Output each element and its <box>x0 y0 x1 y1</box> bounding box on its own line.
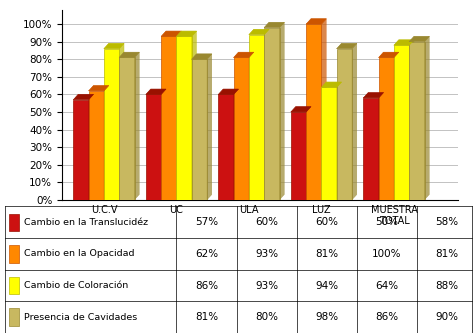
Text: Presencia de Cavidades: Presencia de Cavidades <box>24 313 137 322</box>
Text: 62%: 62% <box>195 249 218 259</box>
Polygon shape <box>408 36 428 42</box>
Text: 98%: 98% <box>315 312 337 322</box>
Text: 60%: 60% <box>315 217 337 227</box>
Bar <box>363 98 378 200</box>
Polygon shape <box>363 93 383 98</box>
Polygon shape <box>306 107 310 200</box>
Polygon shape <box>104 43 124 49</box>
Bar <box>393 45 408 200</box>
Polygon shape <box>89 86 109 91</box>
Polygon shape <box>73 94 93 100</box>
FancyBboxPatch shape <box>9 213 19 231</box>
Polygon shape <box>408 40 413 200</box>
Polygon shape <box>161 89 166 200</box>
Polygon shape <box>321 19 326 200</box>
Bar <box>176 36 191 200</box>
Polygon shape <box>248 52 253 200</box>
Bar <box>290 112 306 200</box>
Polygon shape <box>306 19 326 24</box>
Polygon shape <box>176 31 181 200</box>
Polygon shape <box>207 54 211 200</box>
Text: 90%: 90% <box>435 312 457 322</box>
Bar <box>306 24 321 200</box>
Bar <box>73 100 89 200</box>
Polygon shape <box>191 31 196 200</box>
Polygon shape <box>336 82 341 200</box>
Polygon shape <box>104 86 109 200</box>
Polygon shape <box>89 94 93 200</box>
Text: 57%: 57% <box>195 217 218 227</box>
FancyBboxPatch shape <box>9 308 19 326</box>
Polygon shape <box>393 52 398 200</box>
Text: 81%: 81% <box>195 312 218 322</box>
Polygon shape <box>378 52 398 57</box>
Text: Cambio en la Translucidéz: Cambio en la Translucidéz <box>24 218 148 227</box>
Polygon shape <box>176 31 196 36</box>
Bar <box>233 57 248 200</box>
Polygon shape <box>119 43 124 200</box>
Polygon shape <box>191 54 211 59</box>
Text: Cambio en la Opacidad: Cambio en la Opacidad <box>24 249 134 258</box>
Bar <box>218 94 233 200</box>
Text: 93%: 93% <box>255 280 278 291</box>
Bar <box>119 57 134 200</box>
Bar <box>191 59 207 200</box>
Text: 58%: 58% <box>435 217 457 227</box>
Text: 88%: 88% <box>435 280 457 291</box>
Text: 86%: 86% <box>375 312 397 322</box>
Bar <box>161 36 176 200</box>
Polygon shape <box>248 29 268 35</box>
Bar <box>264 28 279 200</box>
Polygon shape <box>161 31 181 36</box>
Polygon shape <box>393 40 413 45</box>
Text: 50%: 50% <box>375 217 397 227</box>
Text: 64%: 64% <box>375 280 397 291</box>
Polygon shape <box>336 43 356 49</box>
Polygon shape <box>264 29 268 200</box>
Polygon shape <box>264 22 284 28</box>
Polygon shape <box>218 89 238 94</box>
Text: 93%: 93% <box>255 249 278 259</box>
Polygon shape <box>134 52 139 200</box>
FancyBboxPatch shape <box>9 277 19 294</box>
Text: 80%: 80% <box>255 312 278 322</box>
Bar <box>336 49 351 200</box>
Bar <box>146 94 161 200</box>
Text: Cambio de Coloración: Cambio de Coloración <box>24 281 128 290</box>
Bar <box>248 35 264 200</box>
Text: 60%: 60% <box>255 217 278 227</box>
Text: 100%: 100% <box>371 249 401 259</box>
Bar <box>321 87 336 200</box>
Text: 81%: 81% <box>435 249 457 259</box>
Polygon shape <box>119 52 139 57</box>
Text: 86%: 86% <box>195 280 218 291</box>
FancyBboxPatch shape <box>9 245 19 263</box>
Polygon shape <box>233 89 238 200</box>
Text: 94%: 94% <box>315 280 337 291</box>
Polygon shape <box>290 107 310 112</box>
Bar <box>89 91 104 200</box>
Bar <box>104 49 119 200</box>
Text: 81%: 81% <box>315 249 337 259</box>
Polygon shape <box>351 43 356 200</box>
Polygon shape <box>279 22 284 200</box>
Polygon shape <box>424 36 428 200</box>
Bar <box>378 57 393 200</box>
Bar <box>408 42 424 200</box>
Polygon shape <box>233 52 253 57</box>
Polygon shape <box>146 89 166 94</box>
Polygon shape <box>321 82 341 87</box>
Polygon shape <box>378 93 383 200</box>
